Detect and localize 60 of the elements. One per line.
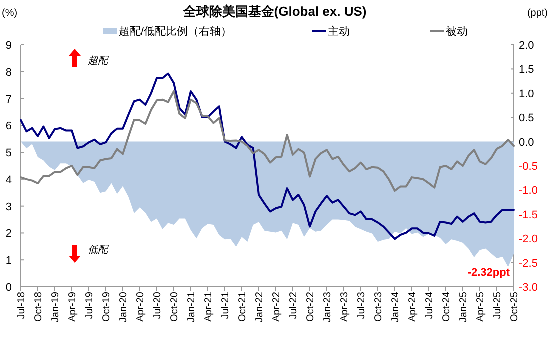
y2-tick-label: 0.5	[519, 112, 534, 125]
x-tick-label: Jan-24	[390, 292, 402, 323]
x-tick-label: Oct-24	[442, 292, 452, 322]
x-tick-label: Jan-19	[50, 292, 62, 323]
x-tick-label: Jul-24	[424, 292, 436, 320]
y2-tick-label: -1.5	[519, 209, 538, 222]
y2-tick-label: 2.0	[519, 40, 534, 52]
x-tick-label: Apr-21	[204, 292, 214, 322]
x-tick-label: Oct-18	[34, 292, 44, 322]
x-tick-label: Jan-22	[254, 292, 266, 323]
annotation: -2.32ppt	[468, 267, 510, 279]
y2-tick-label: -3.0	[519, 282, 538, 294]
x-tick-label: Oct-20	[170, 292, 180, 322]
x-tick-label: Oct-22	[306, 292, 316, 322]
y-tick-label: 3	[6, 201, 12, 214]
x-tick-label: Jul-21	[220, 292, 232, 320]
y-axis-title: (%)	[2, 8, 18, 19]
x-tick-label: Apr-19	[68, 292, 78, 322]
x-tick-label: Jan-20	[118, 292, 130, 323]
x-tick-label: Apr-25	[476, 292, 486, 322]
x-tick-label: Apr-22	[272, 292, 282, 322]
x-tick-label: Jul-19	[84, 292, 96, 320]
x-tick-label: Jul-20	[152, 292, 164, 320]
y-tick-label: 1	[6, 255, 12, 268]
y2-tick-label: -2.5	[519, 258, 538, 270]
y2-tick-label: -2.0	[519, 234, 538, 246]
x-tick-label: Apr-23	[340, 292, 350, 322]
y2-tick-label: 0.0	[519, 136, 534, 149]
y-tick-label: 5	[6, 148, 12, 160]
y2-tick-label: 1.0	[519, 88, 534, 100]
y2-tick-label: -1.0	[519, 185, 538, 198]
y-tick-label: 2	[6, 228, 12, 240]
x-tick-label: Jul-23	[356, 292, 368, 320]
y-tick-label: 6	[6, 120, 12, 133]
legend-label: 主动	[328, 25, 350, 38]
x-tick-label: Jan-21	[186, 292, 198, 323]
x-tick-label: Oct-25	[510, 292, 520, 322]
chart-title: 全球除美国基金(Global ex. US)	[182, 4, 367, 19]
x-tick-label: Jul-18	[16, 292, 28, 320]
x-tick-label: Jan-25	[458, 292, 470, 323]
annotation: 低配	[88, 245, 110, 256]
x-tick-label: Apr-20	[136, 292, 146, 322]
x-tick-label: Oct-21	[238, 292, 248, 322]
y-tick-label: 7	[6, 94, 12, 106]
x-tick-label: Oct-19	[102, 292, 112, 322]
x-tick-label: Oct-23	[374, 292, 384, 322]
legend-label: 超配/低配比例（右轴）	[119, 25, 232, 38]
legend-label: 被动	[446, 25, 468, 38]
y-tick-label: 8	[6, 66, 12, 79]
y2-axis-title: (ppt)	[527, 8, 548, 19]
x-tick-label: Apr-24	[408, 292, 418, 322]
x-tick-label: Jul-22	[288, 292, 300, 320]
x-tick-label: Jul-25	[492, 292, 504, 320]
annotation: 超配	[88, 55, 110, 67]
y-tick-label: 0	[6, 282, 12, 294]
y2-tick-label: -0.5	[519, 161, 538, 173]
x-tick-label: Jan-23	[322, 292, 334, 323]
y-tick-label: 9	[6, 40, 12, 52]
y-tick-label: 4	[6, 174, 12, 186]
y2-tick-label: 1.5	[519, 64, 534, 76]
